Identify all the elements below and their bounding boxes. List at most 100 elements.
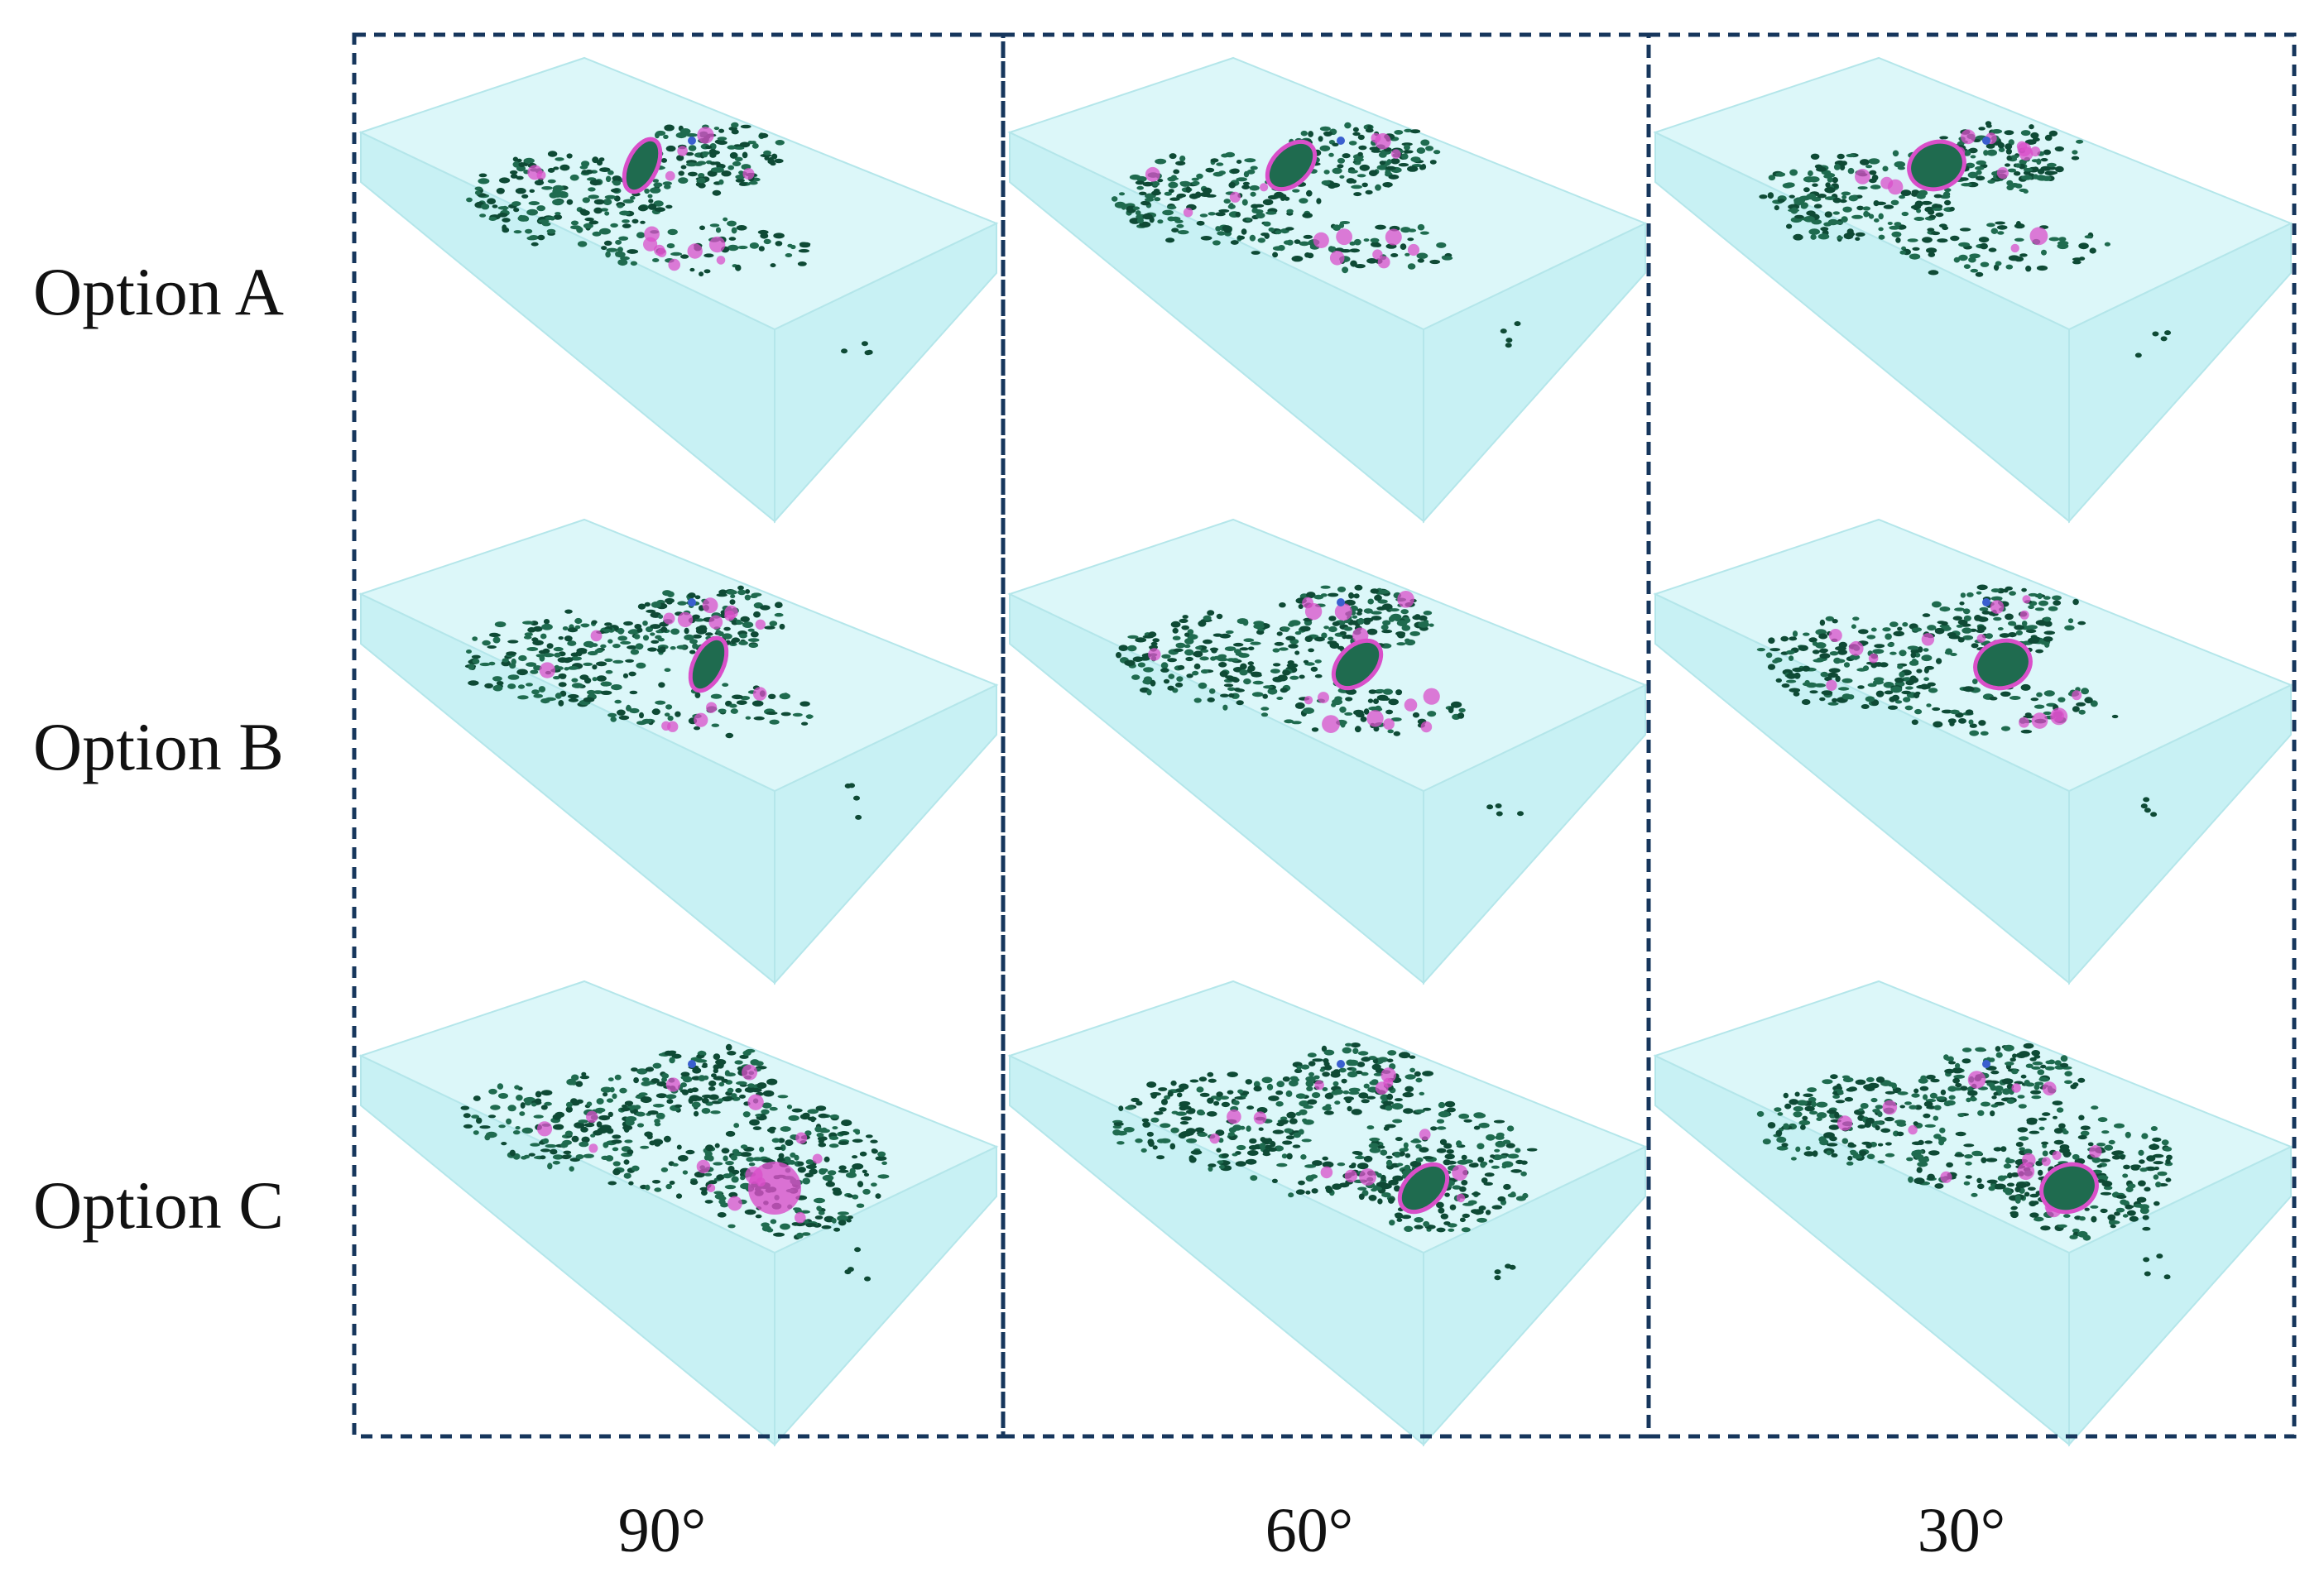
fracture-mark [1288,622,1295,627]
fracture-mark [744,1086,756,1093]
fracture-mark [675,711,681,717]
fracture-mark [597,1108,603,1114]
fracture-mark [831,1218,837,1224]
fracture-mark [2009,591,2017,596]
fracture-mark [492,636,501,644]
fracture-mark [1855,237,1861,242]
fracture-mark [1394,1151,1401,1158]
fracture-mark [1939,136,1949,140]
fracture-mark [1436,1148,1447,1153]
fracture-mark [547,167,555,173]
fracture-mark [627,645,637,649]
highlight-mark [755,619,766,630]
fracture-mark [506,1118,512,1125]
highlight-mark [665,170,675,181]
fracture-mark [1415,1077,1423,1083]
fracture-mark [583,223,593,229]
fracture-mark [575,1154,584,1160]
fracture-mark [1157,179,1164,183]
fracture-mark [1816,1117,1822,1121]
fracture-mark [689,267,695,272]
fracture-mark [1207,697,1215,702]
fracture-mark [725,1043,732,1051]
fracture-mark [2043,630,2056,635]
fracture-mark [838,1220,847,1226]
fracture-mark [1417,258,1425,263]
fracture-mark [1409,1161,1422,1167]
fracture-mark [1342,1090,1350,1095]
fracture-mark [1858,629,1869,635]
fracture-mark [1314,636,1325,642]
fracture-mark [1933,1115,1939,1121]
fracture-mark [593,199,605,205]
fracture-mark [2021,175,2033,180]
fracture-mark [2111,1155,2121,1160]
fracture-mark [684,627,689,635]
fracture-mark [838,1131,850,1136]
fracture-mark [2072,598,2079,606]
fracture-mark [731,1176,739,1183]
fracture-mark [574,1122,585,1129]
highlight-mark [1366,710,1384,727]
fracture-mark [1167,176,1177,182]
fracture-mark [526,647,539,651]
fracture-mark [2080,1130,2090,1137]
fracture-mark [1154,197,1161,202]
fracture-mark [2034,1216,2044,1222]
fracture-mark [583,1153,594,1158]
fracture-mark [1250,641,1261,645]
fracture-mark [814,1126,823,1133]
fracture-mark [1872,1109,1880,1113]
fracture-mark [1775,678,1782,683]
fracture-mark [502,218,511,223]
fracture-mark [778,1153,785,1159]
fracture-mark [650,632,655,636]
fracture-mark [1858,1108,1864,1112]
fracture-mark [1929,1092,1937,1099]
fracture-mark [594,649,603,654]
highlight-mark [1383,718,1395,730]
fracture-mark [2016,1052,2027,1058]
fracture-mark [570,220,579,226]
fracture-mark [1356,1062,1366,1067]
fracture-mark [665,1183,672,1190]
fracture-mark [1459,1186,1467,1192]
fracture-mark [1347,170,1358,174]
fracture-mark [515,188,526,194]
fracture-mark [1438,1110,1450,1118]
highlight-mark [1318,692,1329,704]
fracture-mark [2100,1208,2108,1214]
fracture-mark [1174,219,1184,223]
fracture-mark [1353,1152,1363,1155]
fracture-mark [490,1105,501,1110]
fracture-mark [1216,1091,1223,1097]
fracture-mark [2144,1166,2157,1172]
fracture-mark [579,1075,590,1080]
fracture-mark [1905,686,1913,690]
fracture-mark [1857,1124,1866,1129]
fracture-mark [670,646,676,650]
highlight-mark [708,236,726,253]
fracture-mark [699,1186,709,1191]
fracture-mark [1171,228,1179,233]
fracture-mark [2042,1150,2048,1157]
fracture-mark [1998,147,2005,153]
fracture-mark [1138,191,1147,195]
fracture-mark [762,1225,771,1230]
fracture-mark [678,170,684,176]
fracture-mark [2153,1174,2159,1180]
fracture-mark [1904,705,1913,711]
fracture-mark [1244,158,1256,163]
fracture-mark [525,228,533,234]
fracture-mark [614,1074,622,1081]
fracture-mark [1857,186,1868,190]
fracture-mark [804,1130,812,1136]
fracture-mark [612,659,624,664]
fracture-mark [1976,584,1988,591]
fracture-mark [2021,587,2027,592]
fracture-mark [1155,158,1167,165]
fracture-mark [1977,625,1987,631]
fracture-mark [1486,804,1494,810]
fracture-mark [1899,194,1906,199]
fracture-mark [713,1064,720,1071]
